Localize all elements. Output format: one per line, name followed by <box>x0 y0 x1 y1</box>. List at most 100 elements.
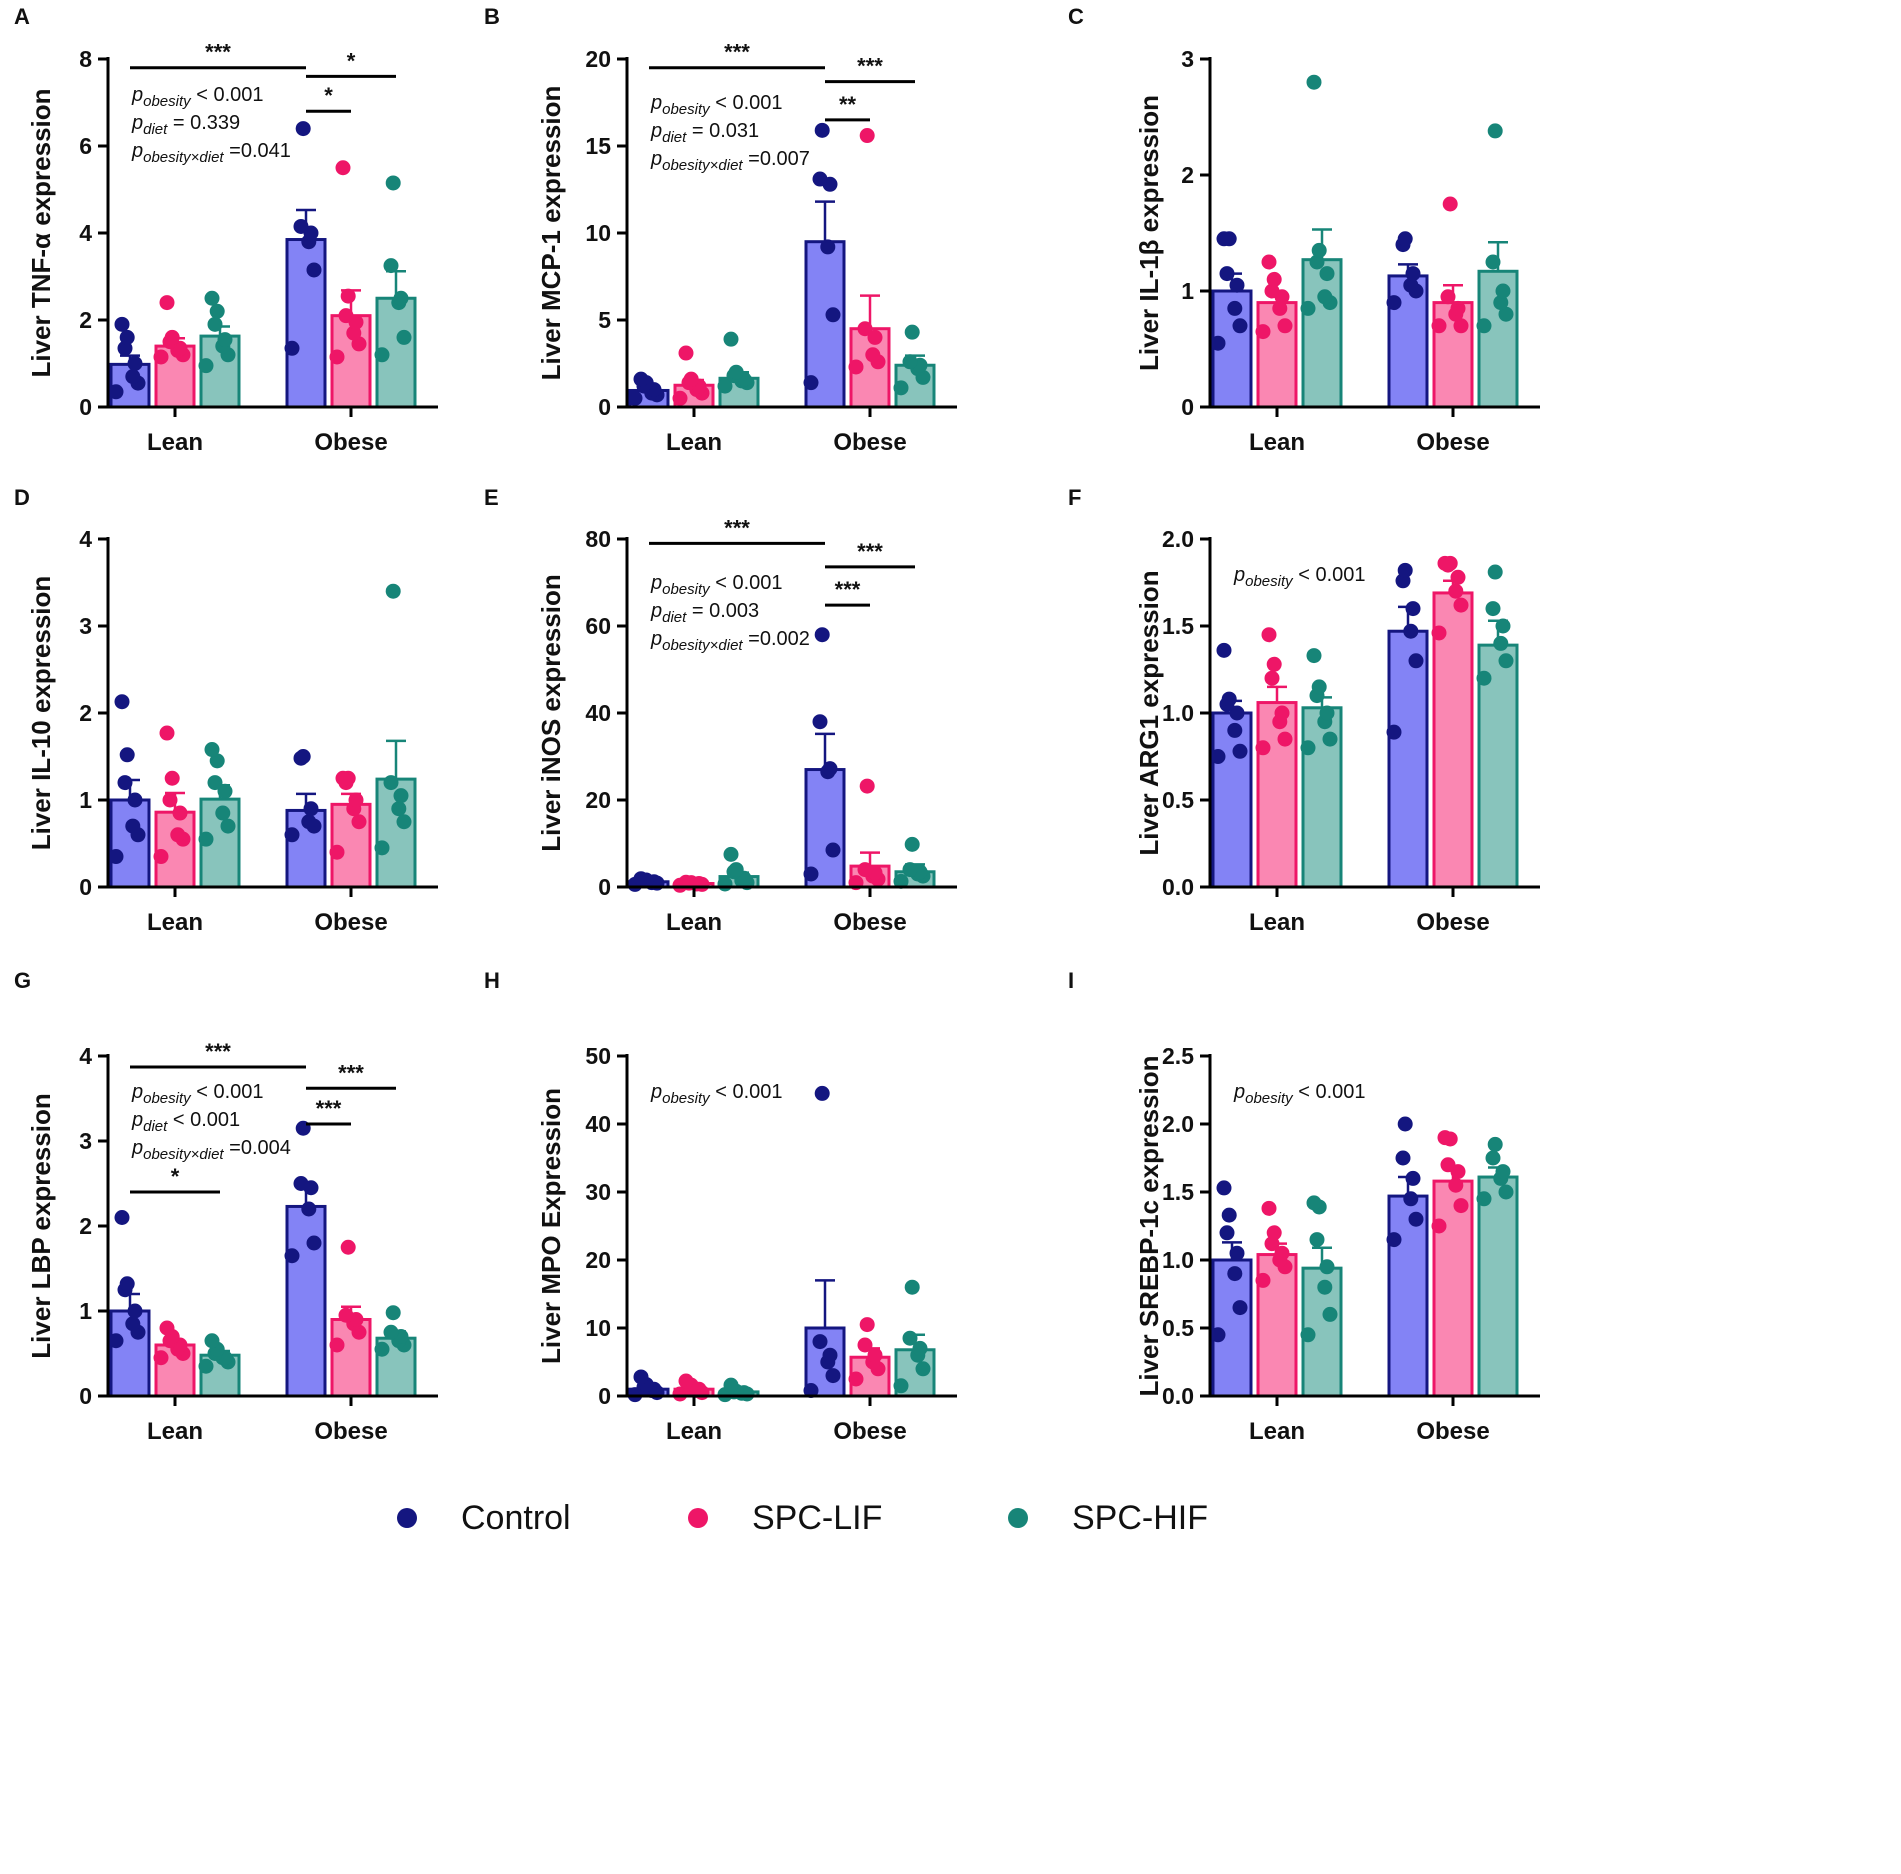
data-point <box>1272 300 1288 316</box>
data-point <box>859 778 875 794</box>
y-tick-label: 8 <box>79 46 92 72</box>
stat-G-1: pdiet < 0.001 <box>131 1109 240 1135</box>
data-point <box>1311 242 1327 258</box>
data-point <box>198 1358 214 1374</box>
panel-E: E Liver iNOS expression 0 20 40 60 80 Lean Obese… <box>484 485 957 936</box>
stat-p: p <box>650 148 662 170</box>
stat-p: p <box>131 1109 143 1131</box>
data-point <box>335 770 351 786</box>
data-point <box>1453 597 1469 613</box>
data-point <box>396 329 412 345</box>
data-point <box>153 349 169 365</box>
data-point <box>1216 642 1232 658</box>
data-point <box>1277 318 1293 334</box>
data-point <box>1397 1116 1413 1132</box>
data-point <box>125 369 141 385</box>
significance-label: *** <box>857 54 883 79</box>
data-point <box>108 1333 124 1349</box>
stat-p: p <box>1233 1081 1245 1103</box>
data-point <box>164 770 180 786</box>
stat-value: =0.004 <box>224 1137 291 1159</box>
x-tick-label: Obese <box>1416 909 1489 936</box>
data-point <box>633 371 649 387</box>
y-tick-label: 0.5 <box>1162 787 1194 813</box>
x-tick-label: Lean <box>147 909 203 936</box>
data-point <box>374 1341 390 1357</box>
data-point <box>1495 618 1511 634</box>
y-tick-label: 15 <box>585 133 611 159</box>
data-point <box>1266 656 1282 672</box>
data-point <box>1255 1272 1271 1288</box>
y-tick-label: 3 <box>1181 46 1194 72</box>
y-tick-label: 1 <box>79 787 92 813</box>
data-point <box>1485 254 1501 270</box>
data-point <box>1322 731 1338 747</box>
panel-H: H Liver MPO Expression 0 10 20 30 40 50 Lean Obes… <box>484 968 957 1445</box>
x-tick-label: Obese <box>1416 1418 1489 1445</box>
x-tick-label: Obese <box>314 909 387 936</box>
significance-label: * <box>324 83 333 108</box>
data-point <box>723 846 739 862</box>
x-tick-label: Obese <box>314 1418 387 1445</box>
data-point <box>672 390 688 406</box>
data-point <box>1487 1136 1503 1152</box>
y-axis-label: Liver TNF-α expression <box>26 88 56 377</box>
data-point <box>329 844 345 860</box>
y-tick-label: 0 <box>1181 394 1194 420</box>
y-tick-label: 0 <box>598 874 611 900</box>
data-point <box>383 775 399 791</box>
data-point <box>904 324 920 340</box>
data-point <box>1264 670 1280 686</box>
data-point <box>902 354 918 370</box>
data-point <box>1405 1170 1421 1186</box>
y-tick-label: 10 <box>585 220 611 246</box>
data-point <box>1229 1245 1245 1261</box>
legend-item-control: Control <box>397 1498 571 1538</box>
panel-C: C Liver IL-1β expression 0 1 2 3 Lean Obese <box>1068 4 1540 456</box>
panel-letter: E <box>484 485 499 510</box>
x-tick-label: Lean <box>666 1418 722 1445</box>
stat-subscript: obesity <box>662 581 711 598</box>
data-point <box>119 329 135 345</box>
data-point <box>1227 300 1243 316</box>
data-point <box>329 1337 345 1353</box>
data-point <box>1266 1225 1282 1241</box>
y-tick-label: 2 <box>79 307 92 333</box>
data-point <box>1319 1259 1335 1275</box>
data-point <box>728 862 744 878</box>
data-point <box>857 862 873 878</box>
y-tick-label: 0.0 <box>1162 874 1194 900</box>
x-tick-label: Obese <box>1416 429 1489 456</box>
data-point <box>1386 1232 1402 1248</box>
significance-label: *** <box>205 1039 231 1064</box>
data-point <box>1397 231 1413 247</box>
data-point <box>1261 1200 1277 1216</box>
bar-control-lean <box>109 798 151 889</box>
bar-hif-lean <box>1301 258 1343 409</box>
data-point <box>1322 1306 1338 1322</box>
data-point <box>108 849 124 865</box>
significance-label: * <box>171 1164 180 1189</box>
y-tick-label: 1.0 <box>1162 700 1194 726</box>
y-tick-label: 10 <box>585 1315 611 1341</box>
data-point <box>814 1085 830 1101</box>
y-tick-label: 30 <box>585 1179 611 1205</box>
data-point <box>1386 295 1402 311</box>
data-point <box>1476 1191 1492 1207</box>
bar-control-obese <box>1387 1194 1429 1398</box>
stat-B-1: pdiet = 0.031 <box>650 120 759 146</box>
data-point <box>383 1324 399 1340</box>
panel-F: F Liver ARG1 expression 0.0 0.5 1.0 1.5 2.0 Lea… <box>1068 485 1540 936</box>
data-point <box>822 1347 838 1363</box>
y-tick-label: 40 <box>585 1111 611 1137</box>
y-tick-label: 0 <box>598 394 611 420</box>
data-point <box>1221 1207 1237 1223</box>
data-point <box>374 840 390 856</box>
data-point <box>848 1371 864 1387</box>
data-point <box>912 1340 928 1356</box>
data-point <box>812 714 828 730</box>
stat-p: p <box>650 572 662 594</box>
stat-value: < 0.001 <box>191 84 264 106</box>
